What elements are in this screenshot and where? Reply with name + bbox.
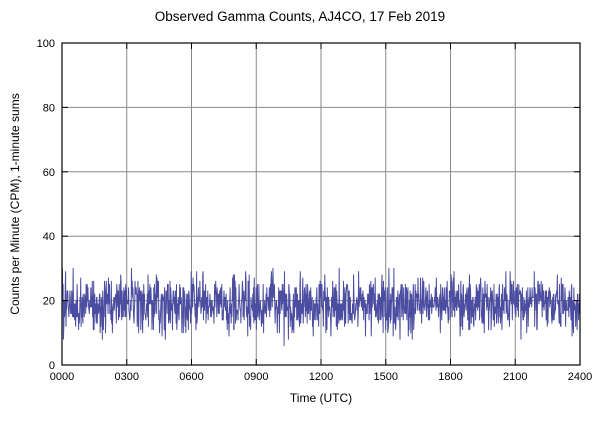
data-series-line [61,267,581,347]
x-tick-label: 1500 [374,371,398,383]
x-tick-label: 2400 [568,371,592,383]
x-axis-label: Time (UTC) [289,391,353,405]
y-tick-label: 40 [43,231,55,243]
x-tick-label: 0600 [179,371,203,383]
y-tick-label: 0 [49,360,55,372]
x-tick-label: 1200 [309,371,333,383]
y-tick-label: 60 [43,167,55,179]
x-tick-label: 0000 [50,371,74,383]
y-tick-label: 100 [37,38,55,50]
chart-title: Observed Gamma Counts, AJ4CO, 17 Feb 201… [154,9,446,24]
x-tick-label: 1800 [438,371,462,383]
y-tick-label: 20 [43,296,55,308]
y-tick-label: 80 [43,102,55,114]
x-tick-label: 2100 [503,371,527,383]
x-tick-label: 0900 [244,371,268,383]
x-tick-label: 0300 [115,371,139,383]
y-axis-label: Counts per Minute (CPM), 1-minute sums [8,93,22,315]
